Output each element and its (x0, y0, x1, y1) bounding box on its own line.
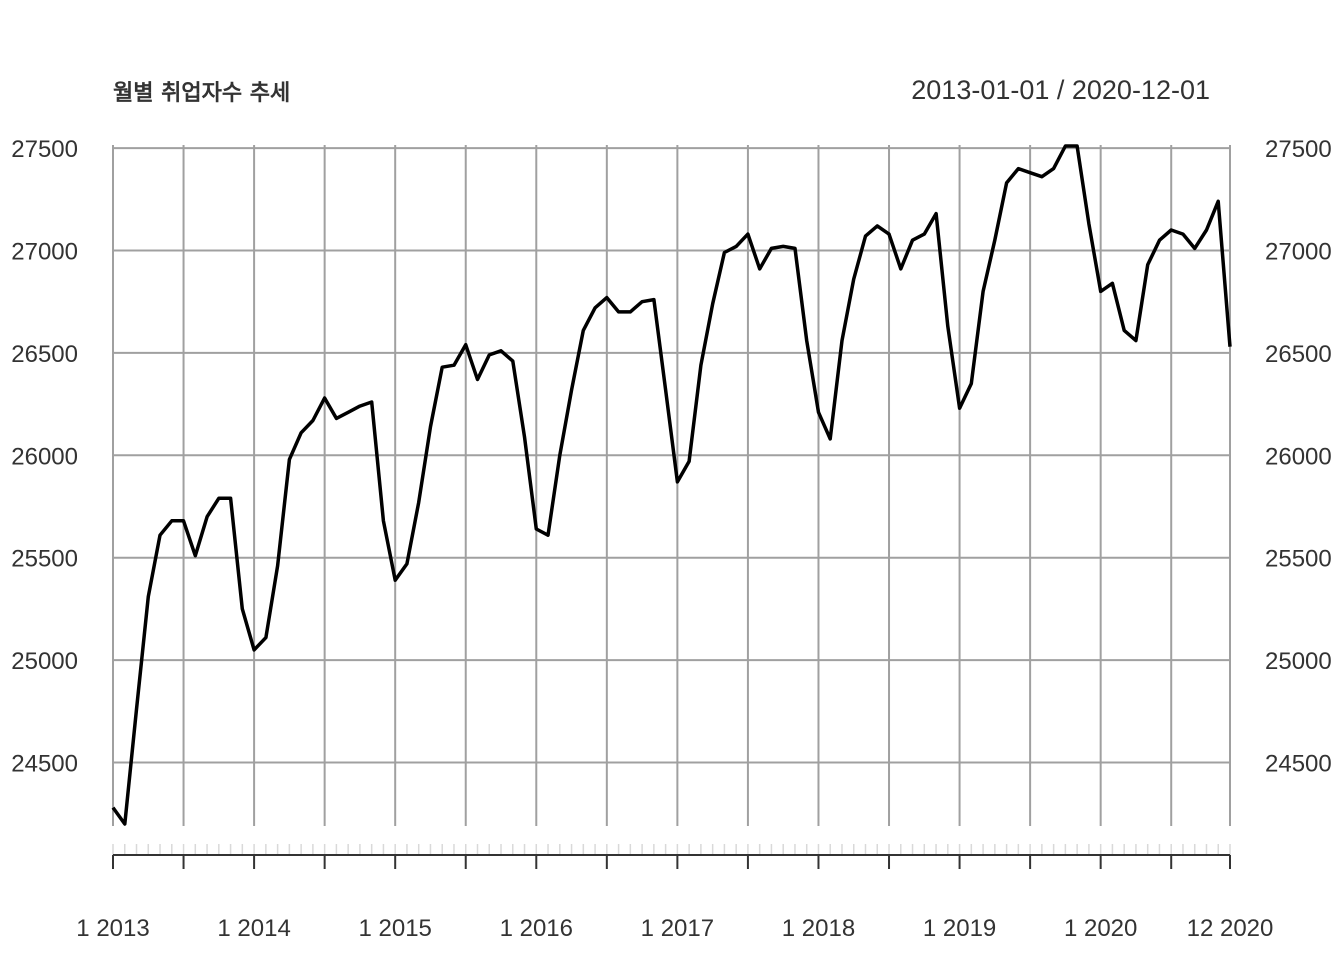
y-tick-label-left: 26000 (11, 443, 78, 470)
x-tick-label: 1 2019 (923, 915, 996, 942)
y-tick-label-right: 25500 (1265, 546, 1332, 573)
x-tick-label: 1 2014 (217, 915, 290, 942)
y-tick-label-right: 26500 (1265, 341, 1332, 368)
x-axis-labels: 1 2013 1 2014 1 2015 1 2016 1 2017 1 2018 1 20… (76, 915, 1273, 942)
y-tick-label-right: 27500 (1265, 136, 1332, 163)
series-layer (111, 144, 1232, 826)
grid (112, 145, 1231, 826)
x-axis (112, 844, 1231, 869)
y-tick-label-left: 25000 (11, 648, 78, 675)
x-tick-label: 1 2017 (641, 915, 714, 942)
y-tick-label-left: 25500 (11, 546, 78, 573)
y-tick-label-left: 24500 (11, 751, 78, 778)
y-tick-label-right: 25000 (1265, 648, 1332, 675)
x-tick-label: 1 2013 (76, 915, 149, 942)
y-tick-label-left: 27000 (11, 238, 78, 265)
chart-title: 월별 취업자수 추세 (113, 81, 290, 106)
date-range-label: 2013-01-01 / 2020-12-01 (911, 75, 1210, 105)
y-tick-label-right: 26000 (1265, 443, 1332, 470)
x-tick-label: 1 2015 (358, 915, 431, 942)
x-tick-label: 1 2020 (1064, 915, 1137, 942)
y-tick-label-right: 27000 (1265, 238, 1332, 265)
y-tick-label-left: 26500 (11, 341, 78, 368)
series-line (111, 144, 1232, 826)
x-tick-label: 1 2018 (782, 915, 855, 942)
y-tick-label-left: 27500 (11, 136, 78, 163)
x-tick-label: 12 2020 (1187, 915, 1274, 942)
x-tick-label: 1 2016 (500, 915, 573, 942)
y-axis-labels: 24500 24500 25000 25000 25500 25500 26000 26000… (11, 136, 1332, 777)
y-tick-label-right: 24500 (1265, 751, 1332, 778)
